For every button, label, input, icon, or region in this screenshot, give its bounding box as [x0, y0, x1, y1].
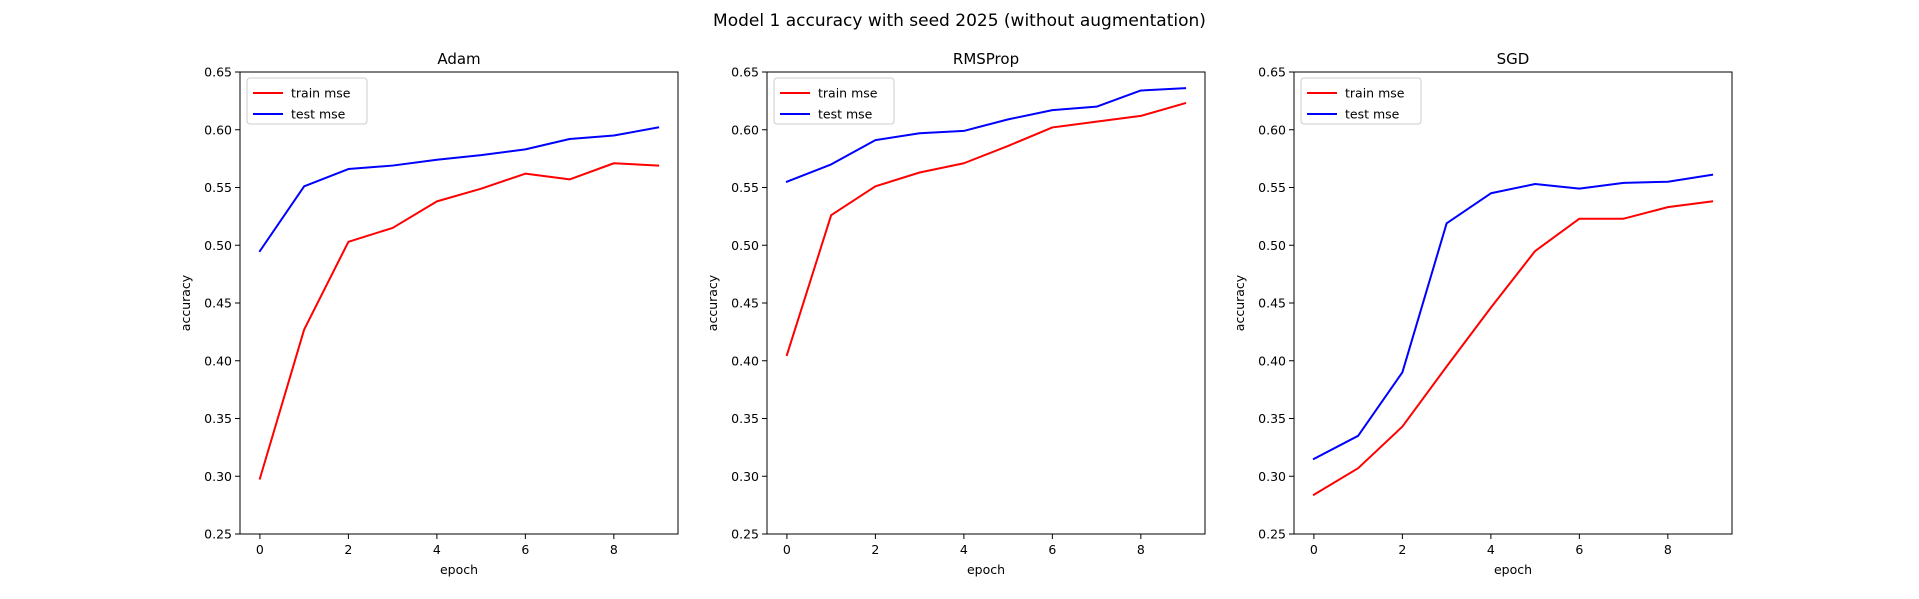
- y-tick-label: 0.55: [204, 180, 232, 195]
- panels: Adam 0 2 4 6 8 0.25 0.30 0.35 0.40 0.45 0.50 0.55 0.6…: [178, 50, 1733, 577]
- y-tick-label: 0.50: [1258, 238, 1286, 253]
- y-tick-label: 0.35: [1258, 411, 1286, 426]
- y-tick-label: 0.25: [731, 527, 759, 542]
- x-tick-label: 6: [1048, 542, 1056, 557]
- x-tick-label: 4: [1487, 542, 1495, 557]
- legend-label: test mse: [1345, 107, 1400, 122]
- y-tick-label: 0.25: [204, 527, 232, 542]
- y-tick-label: 0.45: [204, 296, 232, 311]
- y-tick-label: 0.65: [204, 65, 232, 80]
- y-tick-label: 0.65: [1258, 65, 1286, 80]
- x-tick-label: 2: [1398, 542, 1406, 557]
- legend-label: train mse: [1345, 86, 1405, 101]
- y-tick-label: 0.65: [731, 65, 759, 80]
- series-line-test-mse: [1312, 173, 1714, 461]
- series-line-train-mse: [258, 162, 660, 480]
- y-tick-label: 0.25: [1258, 527, 1286, 542]
- legend-label: test mse: [291, 107, 346, 122]
- x-tick-label: 4: [960, 542, 968, 557]
- y-tick-label: 0.60: [1258, 122, 1286, 137]
- legend-box: [773, 77, 895, 125]
- legend-label: train mse: [291, 86, 351, 101]
- y-axis-label: accuracy: [178, 274, 193, 331]
- y-tick-label: 0.50: [204, 238, 232, 253]
- x-tick-label: 0: [256, 542, 264, 557]
- y-axis-label: accuracy: [705, 274, 720, 331]
- x-tick-label: 2: [871, 542, 879, 557]
- x-tick-label: 8: [1137, 542, 1145, 557]
- y-tick-label: 0.30: [204, 469, 232, 484]
- series-line-test-mse: [258, 126, 660, 253]
- chart-panel-1: Adam 0 2 4 6 8 0.25 0.30 0.35 0.40 0.45 0.50 0.55 0.6…: [178, 50, 679, 577]
- chart-panel-2: RMSProp 0 2 4 6 8 0.25 0.30 0.35 0.40 0.45 0.50 0.55…: [705, 50, 1206, 577]
- y-axis-label: accuracy: [1232, 274, 1247, 331]
- series-line-train-mse: [1312, 200, 1714, 497]
- legend-box: [1300, 77, 1422, 125]
- x-axis-label: epoch: [967, 562, 1005, 577]
- x-tick-label: 6: [1575, 542, 1583, 557]
- x-tick-label: 8: [1664, 542, 1672, 557]
- y-tick-label: 0.40: [204, 353, 232, 368]
- x-tick-label: 8: [610, 542, 618, 557]
- x-tick-label: 0: [783, 542, 791, 557]
- y-tick-label: 0.60: [731, 122, 759, 137]
- x-axis-label: epoch: [1494, 562, 1532, 577]
- chart-title: Adam: [437, 50, 480, 68]
- legend-label: train mse: [818, 86, 878, 101]
- legend-label: test mse: [818, 107, 873, 122]
- y-tick-label: 0.50: [731, 238, 759, 253]
- legend-box: [246, 77, 368, 125]
- x-tick-label: 0: [1310, 542, 1318, 557]
- chart-panel-3: SGD 0 2 4 6 8 0.25 0.30 0.35 0.40 0.45 0.50 0.55 0.60…: [1232, 50, 1733, 577]
- x-axis-label: epoch: [440, 562, 478, 577]
- y-tick-label: 0.40: [731, 353, 759, 368]
- x-tick-label: 2: [344, 542, 352, 557]
- y-tick-label: 0.30: [1258, 469, 1286, 484]
- x-tick-label: 6: [521, 542, 529, 557]
- y-tick-label: 0.45: [731, 296, 759, 311]
- y-tick-label: 0.55: [731, 180, 759, 195]
- series-line-train-mse: [785, 101, 1187, 357]
- y-tick-label: 0.45: [1258, 296, 1286, 311]
- chart-title: SGD: [1497, 50, 1530, 68]
- y-tick-label: 0.60: [204, 122, 232, 137]
- y-tick-label: 0.55: [1258, 180, 1286, 195]
- legend: train mse test mse: [1300, 77, 1422, 125]
- figure-title: Model 1 accuracy with seed 2025 (without…: [713, 11, 1206, 31]
- y-tick-label: 0.35: [731, 411, 759, 426]
- y-tick-label: 0.30: [731, 469, 759, 484]
- x-tick-label: 4: [433, 542, 441, 557]
- chart-title: RMSProp: [953, 50, 1019, 68]
- y-tick-label: 0.35: [204, 411, 232, 426]
- legend: train mse test mse: [773, 77, 895, 125]
- series-line-test-mse: [785, 87, 1187, 184]
- y-tick-label: 0.40: [1258, 353, 1286, 368]
- legend: train mse test mse: [246, 77, 368, 125]
